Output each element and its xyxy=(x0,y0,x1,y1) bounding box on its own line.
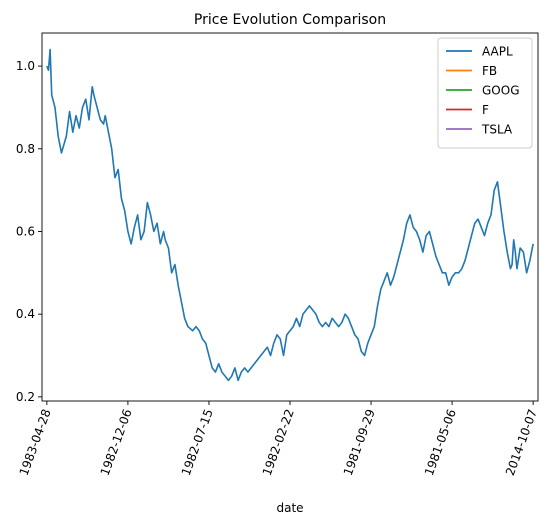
legend-label-goog: GOOG xyxy=(482,84,520,98)
y-tick-label: 0.8 xyxy=(16,142,35,156)
y-tick-label: 0.2 xyxy=(16,390,35,404)
legend-label-fb: FB xyxy=(482,64,497,78)
legend-label-f: F xyxy=(482,103,489,117)
legend: AAPL FB GOOG F TSLA xyxy=(437,37,533,149)
y-tick-label: 0.4 xyxy=(16,307,35,321)
legend-label-tsla: TSLA xyxy=(481,123,513,137)
y-axis: 0.2 0.4 0.6 0.8 1.0 xyxy=(16,59,42,404)
legend-label-aapl: AAPL xyxy=(482,45,513,59)
x-axis-label: date xyxy=(276,501,303,515)
y-tick-label: 0.6 xyxy=(16,224,35,238)
series-line-aapl xyxy=(46,48,534,382)
y-tick-label: 1.0 xyxy=(16,59,35,73)
chart-title: Price Evolution Comparison xyxy=(194,12,386,28)
legend-box xyxy=(437,37,533,149)
